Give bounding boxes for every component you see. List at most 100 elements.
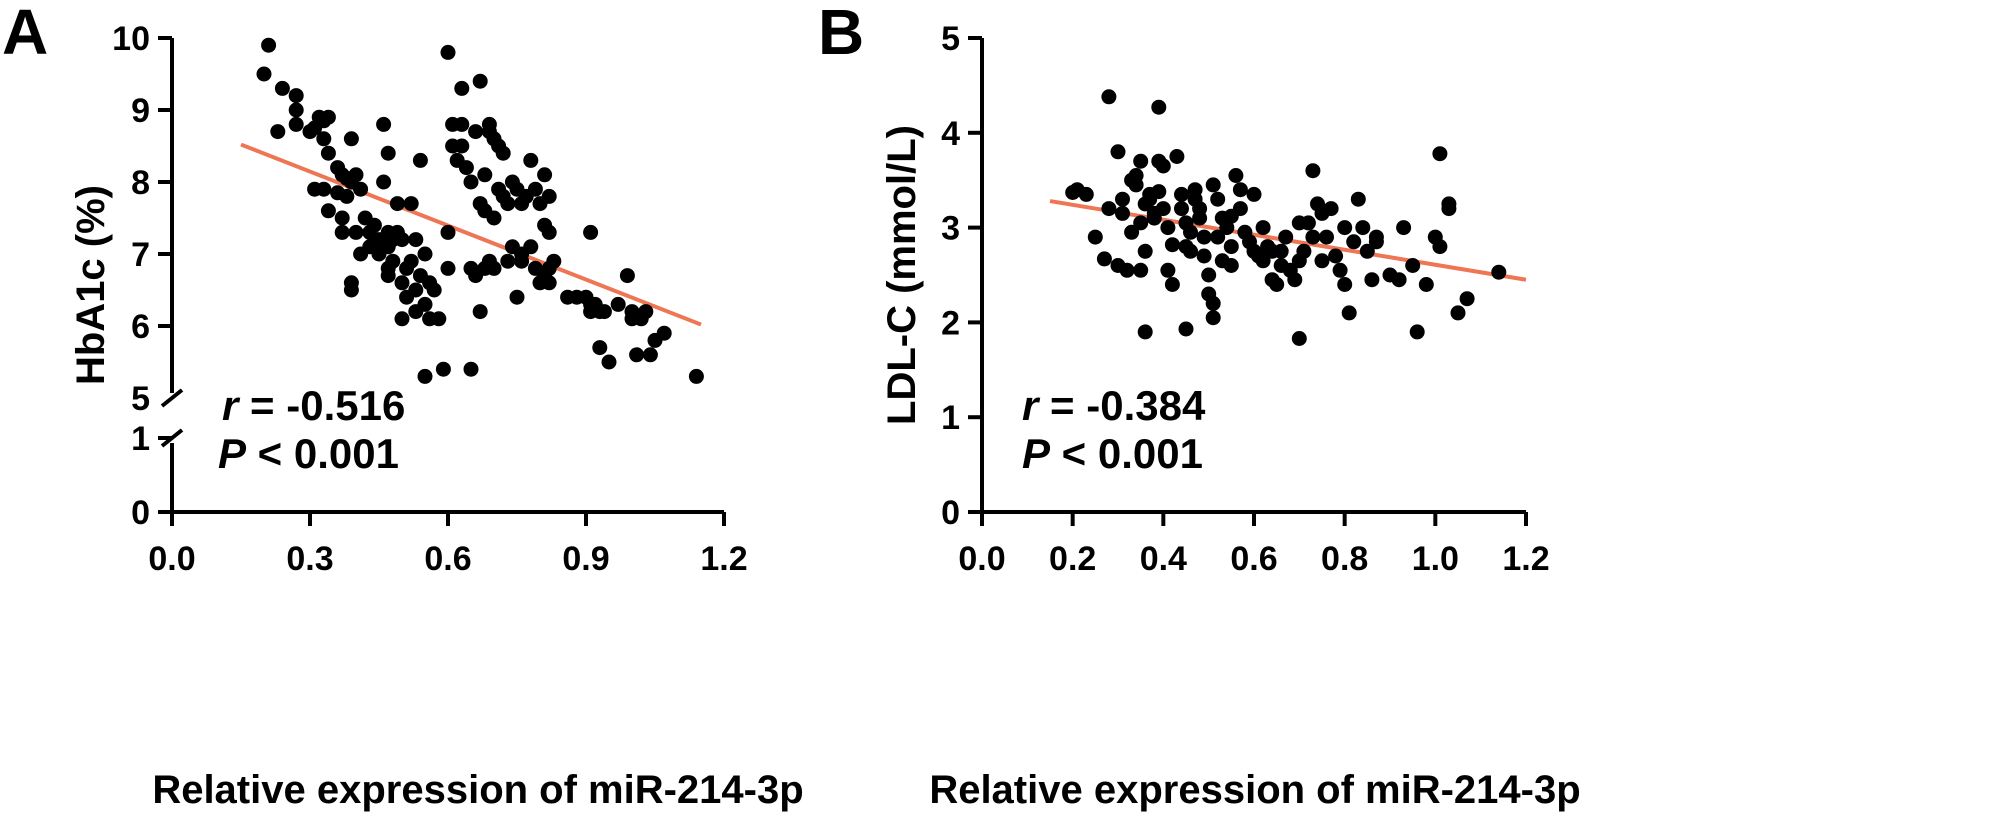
panel-b-data-point xyxy=(1174,186,1189,202)
panel-b-data-point xyxy=(1124,224,1140,240)
panel-a-stat-r-value: = -0.516 xyxy=(238,382,405,429)
panel-b-stat-p: P < 0.001 xyxy=(1022,430,1203,477)
panel-b-x-axis-title: Relative expression of miR-214-3p xyxy=(929,768,1580,812)
panel-b-data-point xyxy=(1450,305,1466,321)
panel-b-stat-r-value: = -0.384 xyxy=(1038,382,1206,429)
panel-a-data-point xyxy=(431,311,447,327)
panel-a-data-point xyxy=(527,181,543,197)
panel-a-data-point xyxy=(472,304,488,320)
panel-b-y-tick-label: 3 xyxy=(941,210,960,248)
panel-b-data-point xyxy=(1115,191,1130,207)
panel-b-y-axis-title: LDL-C (mmol/L) xyxy=(880,125,924,425)
panel-a-data-point xyxy=(435,361,451,377)
panel-a-y-tick-label: 1 xyxy=(131,420,150,458)
panel-a-x-tick-label: 0.3 xyxy=(286,540,333,578)
panel-b-data-point xyxy=(1155,201,1171,217)
panel-a-data-point xyxy=(541,188,557,204)
panel-a-data-point xyxy=(394,311,410,327)
panel-b-data-point xyxy=(1205,295,1221,311)
panel-b-data-point xyxy=(1269,277,1285,292)
panel-a-data-point xyxy=(629,347,645,363)
panel-a-data-point xyxy=(403,253,419,269)
panel-b-data-point xyxy=(1296,243,1312,259)
panel-a-data-point xyxy=(417,368,433,384)
panel-a-stat-p-value: < 0.001 xyxy=(246,430,399,477)
panel-b-x-tick-label: 0.0 xyxy=(958,540,1005,578)
panel-b-data-point xyxy=(1133,262,1149,278)
panel-a-data-point xyxy=(440,224,456,240)
panel-a-data-point xyxy=(408,232,424,248)
panel-b-data-point xyxy=(1087,229,1103,245)
panel-b-data-point xyxy=(1337,220,1353,236)
panel-b-data-point xyxy=(1246,186,1262,202)
panel-b-data-point xyxy=(1305,163,1321,179)
panel-a-data-point xyxy=(274,80,290,96)
panel-b-data-point xyxy=(1287,272,1303,288)
panel-a-data-point xyxy=(440,260,456,276)
panel-a-y-tick-label: 7 xyxy=(131,236,150,274)
panel-a-x-tick-label: 0.0 xyxy=(148,540,195,578)
panel-b-label: B xyxy=(818,0,864,68)
panel-a-data-point xyxy=(380,145,396,161)
panel-a-y-tick-label: 10 xyxy=(112,20,150,58)
panel-b-data-point xyxy=(1291,215,1307,231)
panel-b-y-tick-label: 5 xyxy=(941,20,960,58)
panel-a-regression-line xyxy=(240,142,702,327)
panel-b-data-point xyxy=(1096,251,1112,267)
panel-a-stat-r: r = -0.516 xyxy=(222,382,405,429)
panel-a-data-point xyxy=(500,196,516,212)
panel-a-data-point xyxy=(454,116,470,132)
panel-a-data-point xyxy=(523,152,539,168)
panel-a-data-point xyxy=(403,196,419,212)
panel-a-data-point xyxy=(642,347,658,363)
panel-b-data-point xyxy=(1164,237,1180,253)
panel-b-data-point xyxy=(1115,205,1130,221)
panel-a-data-point xyxy=(394,275,410,291)
panel-b-data-point xyxy=(1491,264,1507,280)
panel-a-y-axis-title: HbA1c (%) xyxy=(69,185,113,385)
panel-b-data-point xyxy=(1409,324,1425,340)
panel-a-data-point xyxy=(477,167,493,183)
panel-a-data-point xyxy=(261,37,277,53)
panel-a-data-point xyxy=(348,224,364,240)
panel-b-data-point xyxy=(1305,229,1321,245)
panel-b-data-point xyxy=(1364,272,1380,288)
panel-b-data-point xyxy=(1201,267,1217,283)
panel-a-data-point xyxy=(320,145,336,161)
panel-b-x-tick-label: 0.2 xyxy=(1049,540,1096,578)
panel-a-axis-break-mark xyxy=(160,388,184,408)
panel-a-data-point xyxy=(320,109,336,125)
panel-b-data-point xyxy=(1151,99,1167,115)
panel-b-data-point xyxy=(1210,229,1226,245)
panel-b-data-point xyxy=(1391,272,1407,288)
panel-b-x-tick-label: 1.0 xyxy=(1412,540,1459,578)
panel-b-data-point xyxy=(1169,149,1185,164)
panel-b-data-point xyxy=(1346,234,1362,250)
panel-a-data-point xyxy=(380,268,396,284)
panel-b-data-point xyxy=(1192,210,1208,226)
panel-a-data-point xyxy=(270,124,286,140)
panel-a-stat-r-symbol: r xyxy=(222,382,241,429)
panel-b-data-point xyxy=(1078,186,1094,202)
panel-a-data-point xyxy=(472,73,488,89)
panel-a-data-point xyxy=(376,174,392,190)
panel-a-data-point xyxy=(509,289,525,305)
panel-a-data-point xyxy=(624,311,640,327)
panel-a-stat-p-symbol: P xyxy=(218,430,247,477)
panel-b-data-point xyxy=(1205,310,1221,326)
panel-a-axes: 5 6 7 8 9 10 0 1 0.0 0.3 0.6 0.9 1.2 xyxy=(112,20,747,578)
panel-b-data-point xyxy=(1291,331,1307,346)
panel-b-x-tick-label: 0.4 xyxy=(1140,540,1187,578)
panel-b-data-point xyxy=(1432,239,1448,255)
panel-a-data-point xyxy=(343,282,359,298)
panel-a-label: A xyxy=(2,0,48,68)
panel-b-data-point xyxy=(1355,220,1371,236)
panel-b-data-point xyxy=(1332,262,1348,278)
panel-b-data-point xyxy=(1319,229,1334,245)
panel-a-data-point xyxy=(463,174,479,190)
panel-a-data-point xyxy=(583,304,599,320)
panel-a-data-point xyxy=(334,210,350,226)
panel-b-data-point xyxy=(1359,243,1375,259)
panel-b-y-tick-label: 4 xyxy=(941,115,960,153)
